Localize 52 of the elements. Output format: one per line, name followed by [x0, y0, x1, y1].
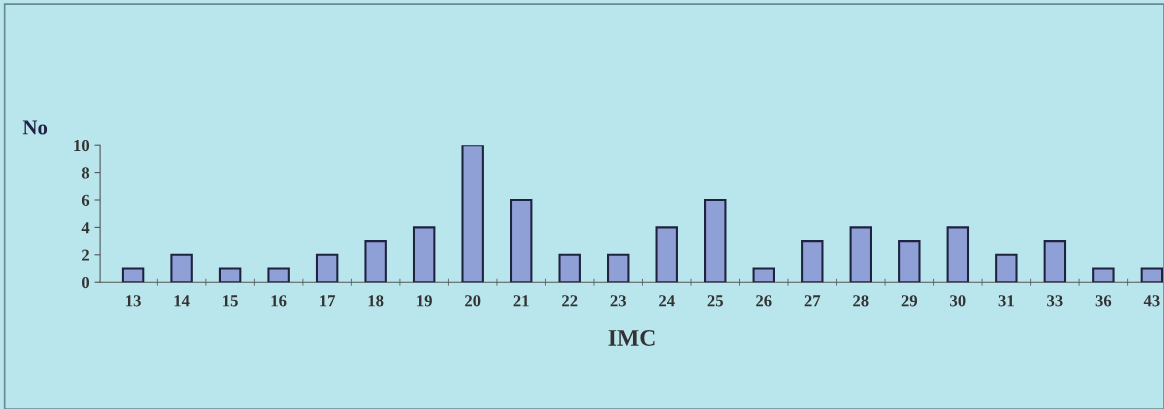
y-tick-label: 8: [81, 167, 90, 179]
bar: [315, 253, 339, 283]
bar: [1140, 267, 1164, 283]
x-tick-label: 13: [126, 295, 141, 307]
bar: [558, 253, 581, 283]
bar: [1043, 240, 1067, 283]
bar: [461, 145, 484, 283]
y-axis-title: No: [22, 120, 48, 135]
bar: [509, 198, 533, 283]
x-tick-label: 36: [1095, 295, 1112, 307]
x-tick-label: 33: [1047, 295, 1063, 307]
y-tick-label: 6: [81, 194, 90, 206]
bar: [801, 240, 824, 283]
x-tick-label: 43: [1143, 295, 1160, 307]
y-tick-label: 10: [74, 139, 90, 152]
x-tick-label: 20: [465, 295, 481, 307]
x-tick-label: 27: [804, 295, 821, 307]
bar: [218, 267, 242, 283]
x-tick-label: 28: [853, 295, 869, 307]
y-tick-label: 4: [81, 222, 90, 234]
bar: [170, 253, 193, 283]
x-tick-label: 14: [174, 295, 190, 307]
x-tick-label: 18: [368, 295, 384, 307]
x-tick-label: 23: [610, 295, 626, 307]
bar: [995, 253, 1018, 283]
bar: [655, 226, 678, 283]
x-tick-label: 15: [223, 295, 238, 307]
x-tick-label: 30: [950, 295, 966, 307]
bar: [898, 240, 921, 283]
bar: [946, 226, 970, 283]
x-tick-label: 19: [417, 295, 432, 307]
bar: [412, 226, 436, 283]
x-tick-label: 29: [901, 295, 918, 307]
x-axis-title: IMC: [608, 330, 655, 346]
bar: [607, 253, 630, 283]
x-tick-label: 25: [707, 295, 723, 307]
x-tick-label: 16: [271, 295, 287, 307]
bar: [752, 267, 775, 283]
bar: [267, 267, 290, 283]
bar: [849, 226, 873, 283]
bar: [1092, 267, 1115, 283]
x-tick-label: 22: [562, 295, 578, 307]
x-tick-label: 17: [320, 295, 336, 307]
x-tick-label: 21: [513, 295, 529, 307]
bar: [121, 267, 145, 283]
x-tick-label: 26: [756, 295, 772, 307]
bar: [364, 240, 387, 283]
bar: [704, 198, 727, 283]
x-tick-label: 31: [998, 295, 1014, 307]
y-tick-label: 0: [81, 276, 90, 289]
y-tick-label: 2: [82, 249, 89, 261]
x-tick-label: 24: [659, 295, 675, 307]
